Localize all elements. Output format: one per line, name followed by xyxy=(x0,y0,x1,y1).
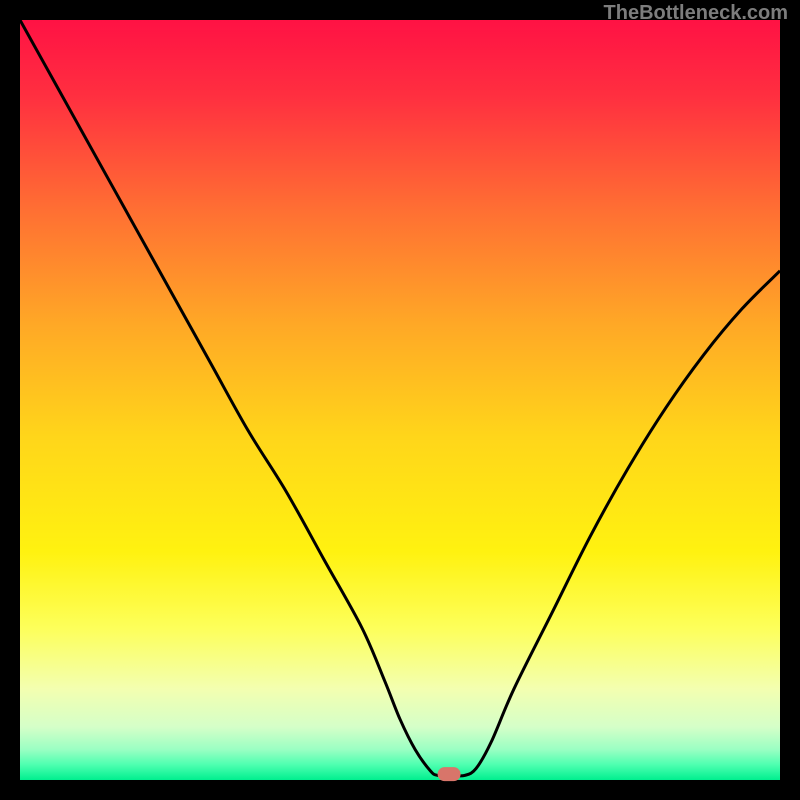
chart-frame: TheBottleneck.com xyxy=(0,0,800,800)
bottleneck-curve xyxy=(20,20,780,780)
optimal-marker xyxy=(438,767,461,781)
watermark-text: TheBottleneck.com xyxy=(604,2,788,25)
plot-area xyxy=(20,20,780,780)
